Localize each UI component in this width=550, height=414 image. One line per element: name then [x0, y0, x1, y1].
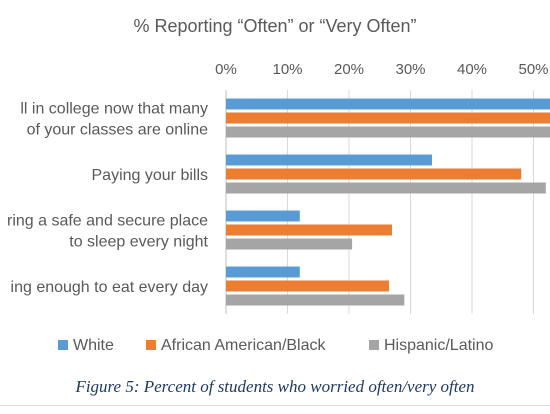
category-label: of your classes are online: [27, 122, 209, 139]
caption-divider: [0, 405, 550, 406]
figure-caption: Figure 5: Percent of students who worrie…: [75, 377, 475, 396]
bar: [226, 224, 393, 236]
bar: [226, 112, 550, 124]
legend-swatch: [146, 340, 156, 350]
x-tick-label: 40%: [457, 61, 487, 78]
x-tick-label: 50%: [518, 61, 548, 78]
x-tick-label: 0%: [215, 61, 237, 78]
y-axis-labels: ll in college now that many of your class…: [7, 101, 209, 297]
bar: [226, 98, 550, 110]
bar: [226, 210, 300, 222]
legend-label: Hispanic/Latino: [384, 337, 494, 354]
category-label: ing enough to eat every day: [11, 279, 208, 296]
bar: [226, 154, 433, 166]
bar: [226, 168, 522, 180]
x-tick-label: 20%: [334, 61, 364, 78]
bar: [226, 280, 389, 292]
legend-label: White: [73, 337, 114, 354]
category-label: Paying your bills: [92, 167, 209, 184]
legend-swatch: [58, 340, 68, 350]
bar-chart: % Reporting “Often” or “Very Often” 0% 10…: [7, 16, 550, 354]
bar: [226, 126, 550, 138]
gridlines: [225, 90, 534, 314]
x-axis-ticks: 0%10%20%30%40%50%60%: [215, 61, 548, 78]
category-label: to sleep every night: [69, 234, 208, 251]
x-tick-label: 30%: [395, 61, 425, 78]
legend: White African American/Black Hispanic/Lati…: [58, 337, 494, 354]
category-label: ring a safe and secure place: [7, 213, 208, 230]
category-label: ll in college now that many: [20, 101, 208, 118]
bar: [226, 266, 300, 278]
x-tick-label: 10%: [272, 61, 302, 78]
legend-swatch: [369, 340, 379, 350]
bar: [226, 294, 405, 306]
legend-label: African American/Black: [161, 337, 327, 354]
bars: [226, 98, 550, 306]
chart-title: % Reporting “Often” or “Very Often”: [133, 16, 416, 36]
bar: [226, 182, 546, 194]
bar: [226, 238, 353, 250]
